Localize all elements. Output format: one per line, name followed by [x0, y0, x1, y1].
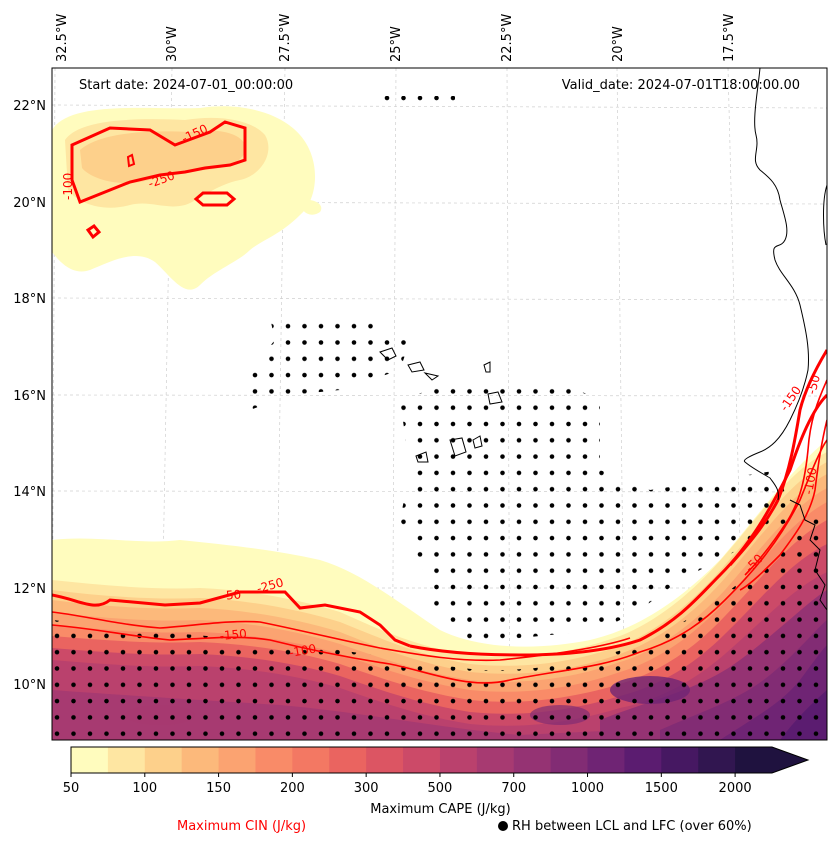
contour-label: -100	[288, 641, 317, 660]
map-plot-area	[52, 68, 827, 740]
colorbar	[70, 746, 810, 777]
colorbar-cell	[218, 747, 256, 773]
colorbar-tick-label: 100	[132, 781, 158, 796]
valid-date-label: Valid_date: 2024-07-01T18:00:00.00	[561, 78, 800, 93]
contour-label: -150	[219, 627, 247, 643]
contour-label: -100	[61, 173, 75, 200]
colorbar-cell	[624, 747, 662, 773]
latitude-labels: 22°N 20°N 18°N 16°N 14°N 12°N 10°N	[13, 99, 46, 693]
map-frame	[51, 67, 828, 741]
lat-label-18n: 18°N	[13, 292, 46, 307]
lon-label-20w: 20°W	[611, 26, 626, 62]
colorbar-cell	[71, 747, 109, 773]
colorbar-tick-label: 50	[62, 781, 80, 796]
colorbar-outline	[70, 746, 810, 774]
colorbar-cell	[366, 747, 404, 773]
colorbar-cell	[550, 747, 589, 773]
colorbar-cell	[144, 747, 183, 773]
colorbar-tick-label: 1500	[644, 781, 678, 796]
lat-label-10n: 10°N	[13, 678, 46, 693]
colorbar-cell	[698, 747, 736, 773]
contour-label: -100	[801, 466, 820, 495]
lat-label-22n: 22°N	[13, 99, 46, 114]
lon-label-30w: 30°W	[165, 26, 180, 62]
longitude-labels: 32.5°W 30°W 27.5°W 25°W 22.5°W 20°W 17.5…	[55, 14, 737, 62]
colorbar-cell	[181, 747, 220, 773]
coastlines	[379, 68, 827, 611]
lat-label-16n: 16°N	[13, 389, 46, 404]
lon-label-175w: 17.5°W	[722, 14, 737, 62]
lon-label-325w: 32.5°W	[55, 14, 70, 62]
colorbar-tick-label: 200	[279, 781, 305, 796]
contour-label: -250	[255, 575, 285, 596]
cin-contours	[52, 120, 827, 684]
colorbar-extend-arrow	[772, 747, 808, 773]
colorbar-tick-label: 2000	[718, 781, 752, 796]
rh-legend: RH between LCL and LFC (over 60%)	[498, 819, 752, 834]
lon-label-225w: 22.5°W	[500, 14, 515, 62]
colorbar-cell	[661, 747, 699, 773]
colorbar-cell	[329, 747, 367, 773]
colorbar-cell	[476, 747, 515, 773]
cape-field-north	[52, 106, 322, 290]
colorbar-cell	[513, 747, 552, 773]
rh-dot-icon	[498, 821, 508, 831]
colorbar-tick-label: 300	[353, 781, 379, 796]
colorbar-label: Maximum CAPE (J/kg)	[370, 802, 511, 817]
colorbar-tick-label: 700	[501, 781, 527, 796]
rh-stippling	[52, 96, 827, 740]
colorbar-cell	[292, 747, 330, 773]
colorbar-cell	[403, 747, 441, 773]
contour-label: -50	[221, 587, 242, 603]
lat-label-12n: 12°N	[13, 582, 46, 597]
colorbar-cell	[735, 747, 773, 773]
lat-label-20n: 20°N	[13, 196, 46, 211]
colorbar-cell	[107, 747, 146, 773]
colorbar-tick-label: 500	[427, 781, 453, 796]
contour-label: -50	[804, 373, 823, 396]
lon-label-25w: 25°W	[389, 26, 404, 62]
colorbar-cell	[255, 747, 293, 773]
colorbar-tick-label: 150	[206, 781, 231, 796]
start-date-label: Start date: 2024-07-01_00:00:00	[79, 78, 294, 93]
lat-label-14n: 14°N	[13, 485, 46, 500]
colorbar-tick-label: 1000	[570, 781, 605, 796]
lon-label-275w: 27.5°W	[278, 14, 293, 62]
colorbar-cell	[587, 747, 625, 773]
colorbar-cell	[439, 747, 478, 773]
rh-legend-label: RH between LCL and LFC (over 60%)	[512, 819, 752, 834]
cin-legend-label: Maximum CIN (J/kg)	[177, 819, 307, 834]
